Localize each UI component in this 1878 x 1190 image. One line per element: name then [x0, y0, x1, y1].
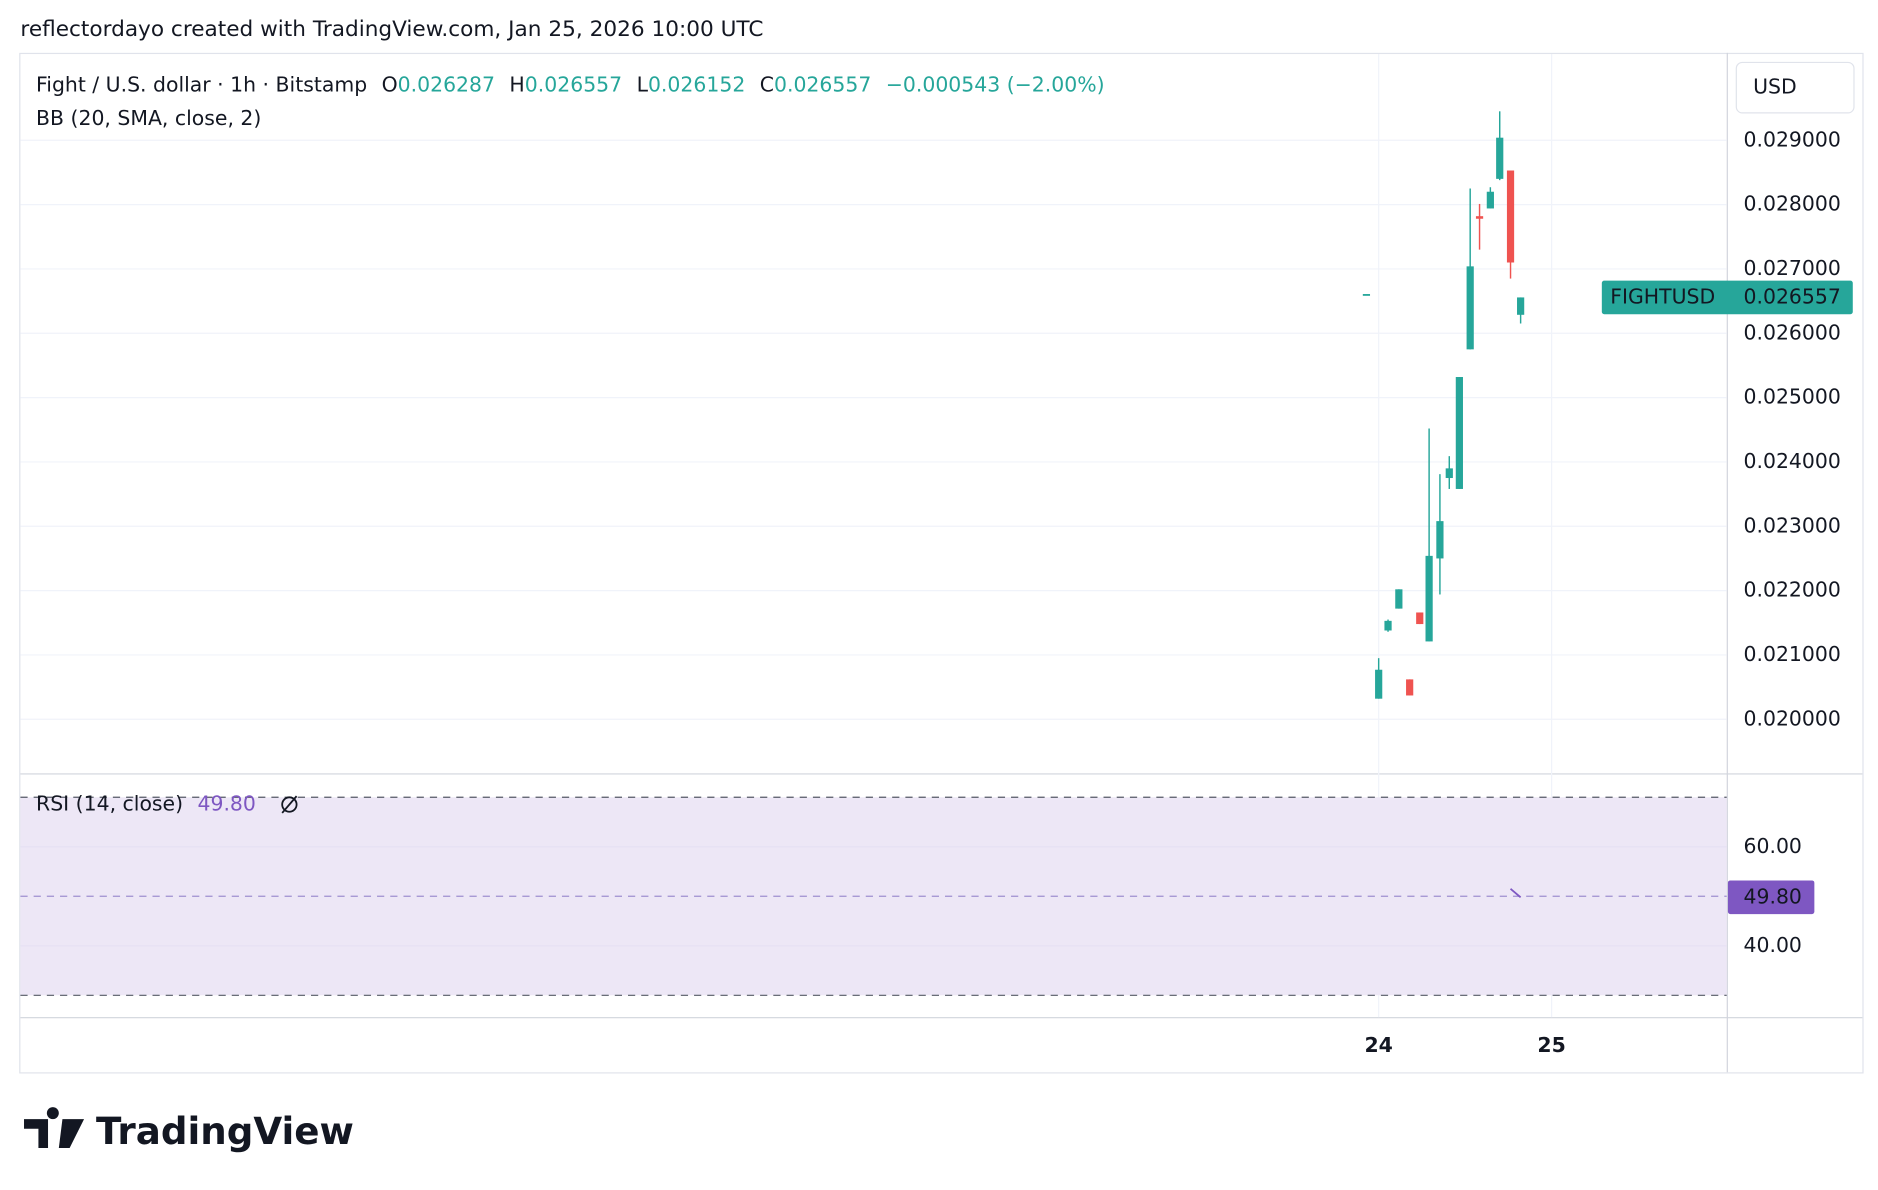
candle: [1416, 612, 1424, 625]
legend-value: 49.80: [197, 792, 255, 816]
currency-box[interactable]: [1735, 61, 1855, 114]
candle-body: [1375, 669, 1383, 699]
x-tick-label: 25: [1537, 1033, 1565, 1057]
logo: TradingView: [24, 1107, 354, 1153]
candle: [1445, 456, 1453, 489]
ohlc-value: 0.026287: [398, 72, 495, 96]
y-tick-label: 40.00: [1744, 933, 1802, 957]
candle-body: [1475, 216, 1484, 219]
candle: [1455, 377, 1463, 489]
candle-body: [1517, 297, 1525, 315]
x-tick-label: 24: [1364, 1033, 1392, 1057]
candle-body: [1486, 191, 1494, 209]
candle: [1406, 679, 1414, 696]
candle-body: [1506, 170, 1515, 263]
candle-body: [1425, 555, 1433, 642]
candle: [1375, 658, 1383, 699]
candle-body: [1445, 468, 1453, 479]
y-tick-label: 0.029000: [1744, 127, 1841, 151]
chart-frame: [19, 52, 1864, 1074]
candle: [1466, 188, 1474, 350]
hide-icon-circle: [281, 796, 298, 813]
ohlc-label: O: [382, 72, 398, 96]
legend: Fight / U.S. dollar · 1h · Bitstamp O0.02…: [36, 72, 1105, 96]
attribution: reflectordayo created with TradingView.c…: [20, 17, 763, 42]
ohlc-value: 0.026557: [525, 72, 622, 96]
candle: [1384, 619, 1392, 632]
ohlc-label: H: [509, 72, 524, 96]
logo-mark: [24, 1107, 85, 1148]
ohlc-value: 0.026152: [648, 72, 745, 96]
logo-text: TradingView: [96, 1109, 354, 1153]
last-value-label: 49.80: [1744, 884, 1802, 908]
candle: [1395, 589, 1403, 609]
y-tick-label: 0.028000: [1744, 192, 1841, 216]
rsi-line: [1509, 888, 1522, 898]
ohlc-value: 0.026557: [774, 72, 871, 96]
hide-icon-slash: [281, 795, 298, 814]
currency: USD: [1753, 75, 1797, 99]
candle: [1486, 187, 1494, 209]
ohlc-label: L: [637, 72, 649, 96]
y-tick-label: 0.020000: [1744, 706, 1841, 730]
y-tick-label: 0.021000: [1744, 642, 1841, 666]
candle: [1517, 297, 1525, 324]
candle: [1436, 474, 1444, 595]
y-tick-label: 0.024000: [1744, 449, 1841, 473]
candle: [1362, 294, 1371, 296]
legend-title: RSI (14, close): [36, 792, 183, 816]
indicator-label: BB (20, SMA, close, 2): [36, 106, 261, 130]
y-tick-label: 0.026000: [1744, 320, 1841, 344]
y-tick-label: 0.027000: [1744, 256, 1841, 280]
candle: [1475, 203, 1484, 250]
last-price-value: 0.026557: [1744, 284, 1841, 308]
y-tick-label: 0.022000: [1744, 578, 1841, 602]
candle: [1496, 111, 1504, 181]
change: −0.000543 (−2.00%): [886, 72, 1105, 96]
candle-body: [1466, 266, 1474, 350]
y-tick-label: 0.025000: [1744, 385, 1841, 409]
legend: RSI (14, close) 49.80: [36, 792, 256, 816]
ohlc-label: C: [760, 72, 774, 96]
last-price-tag: [1601, 280, 1853, 315]
candle-body: [1406, 679, 1414, 696]
candle-body: [1436, 521, 1444, 559]
y-tick-label: 0.023000: [1744, 513, 1841, 537]
candle: [1425, 428, 1433, 642]
candle-body: [1362, 294, 1371, 296]
hide-icon[interactable]: [281, 795, 298, 814]
legend-title: Fight / U.S. dollar · 1h · Bitstamp: [36, 72, 367, 96]
last-value-tag: [1727, 880, 1815, 915]
candle-body: [1496, 137, 1504, 179]
candle-body: [1455, 377, 1463, 489]
candle: [1506, 170, 1515, 279]
candle-body: [1416, 612, 1424, 625]
y-tick-label: 60.00: [1744, 834, 1802, 858]
last-price-symbol: FIGHTUSD: [1610, 284, 1715, 308]
candle-body: [1384, 620, 1392, 631]
candle-body: [1395, 589, 1403, 609]
